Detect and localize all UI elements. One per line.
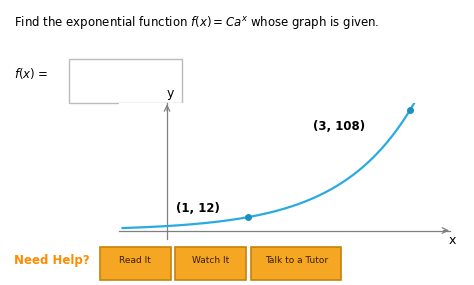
Text: Talk to a Tutor: Talk to a Tutor <box>264 256 328 265</box>
Text: (1, 12): (1, 12) <box>176 201 219 215</box>
Text: Read It: Read It <box>119 256 151 265</box>
Text: x: x <box>449 234 456 247</box>
FancyBboxPatch shape <box>100 247 171 280</box>
Text: y: y <box>166 87 174 100</box>
FancyBboxPatch shape <box>251 247 341 280</box>
FancyBboxPatch shape <box>175 247 246 280</box>
Text: (3, 108): (3, 108) <box>313 120 365 133</box>
Text: Find the exponential function $f(x) = Ca^x$ whose graph is given.: Find the exponential function $f(x) = Ca… <box>14 14 380 31</box>
Text: Watch It: Watch It <box>192 256 229 265</box>
Text: $f(x)$ =: $f(x)$ = <box>14 66 49 81</box>
FancyBboxPatch shape <box>69 59 182 103</box>
Text: Need Help?: Need Help? <box>14 254 90 267</box>
